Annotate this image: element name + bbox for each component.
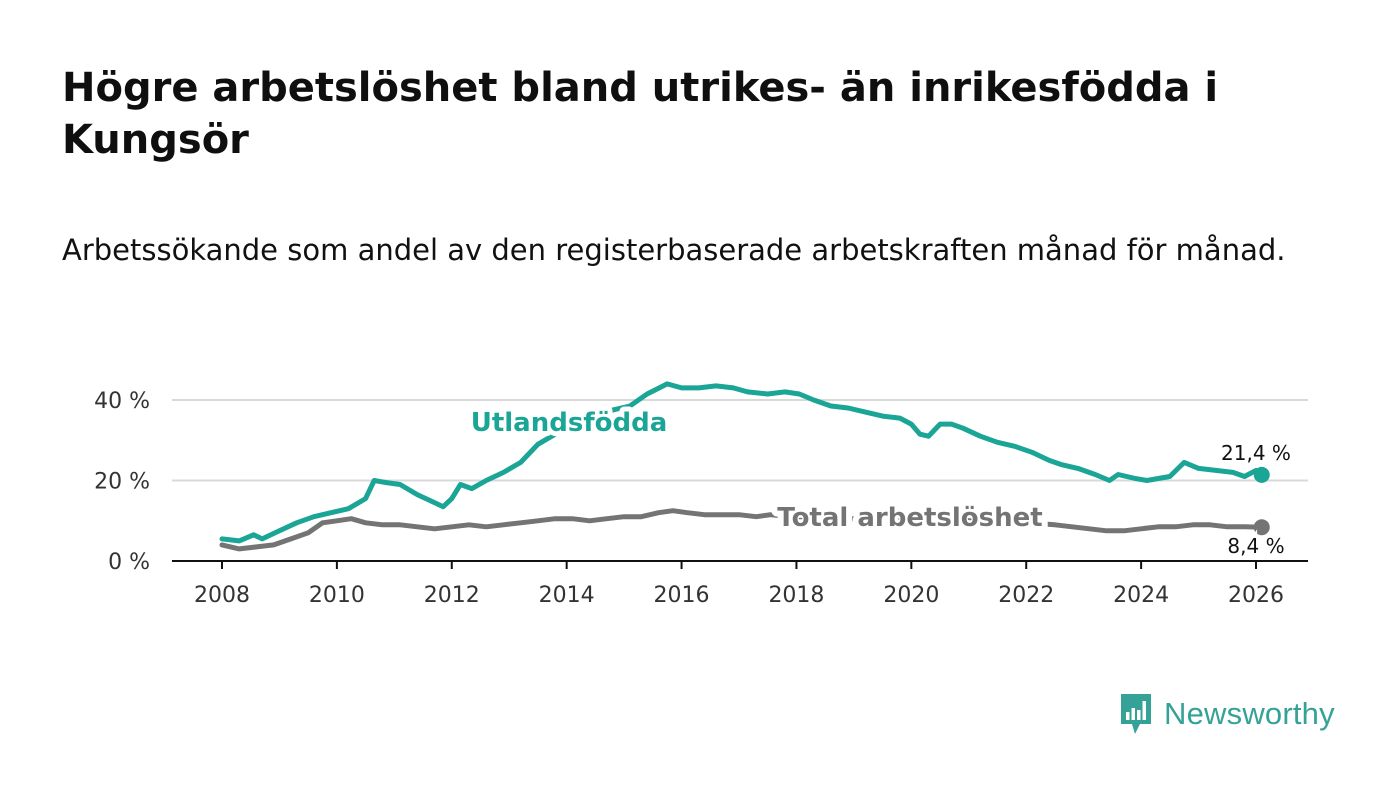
y-tick-label: 40 % [94, 389, 150, 414]
x-tick-label: 2026 [1228, 583, 1284, 608]
end-value-halo: 21,4 % [1221, 441, 1291, 465]
end-value-total: 8,4 % [1227, 534, 1284, 558]
x-tick-label: 2024 [1113, 583, 1169, 608]
x-tick-label: 2008 [194, 583, 250, 608]
x-tick-label: 2012 [424, 583, 480, 608]
x-tick-label: 2016 [654, 583, 710, 608]
x-tick-label: 2020 [883, 583, 939, 608]
y-tick-label: 0 % [108, 550, 150, 575]
end-point-utlandsfodda [1253, 466, 1270, 483]
series-label-halo: Total arbetslöshet [777, 503, 1042, 533]
bar-chart-speech-icon [1121, 694, 1151, 734]
x-tick-label: 2022 [998, 583, 1054, 608]
grid-lines [172, 399, 1308, 482]
chart-title: Högre arbetslöshet bland utrikes- än inr… [62, 65, 1219, 163]
end-point-total [1253, 519, 1270, 536]
x-tick-label: 2018 [768, 583, 824, 608]
series-label-total: Total arbetslöshet [777, 503, 1042, 533]
chart-subtitle: Arbetssökande som andel av den registerb… [62, 233, 1286, 267]
newsworthy-logo: Newsworthy [1118, 690, 1335, 738]
series-line-utlandsfodda [219, 381, 1265, 544]
x-tick-label: 2010 [309, 583, 365, 608]
series-label-utlandsfodda: Utlandsfödda [471, 408, 668, 438]
x-tick-label: 2014 [539, 583, 595, 608]
axes: 0 % 20 % 40 % 2008 2010 2012 2014 2016 2018 2020 2… [94, 389, 1308, 608]
end-value-utlandsfodda: 21,4 % [1221, 441, 1291, 465]
y-tick-label: 20 % [94, 470, 150, 495]
series-label-halo: Utlandsfödda [471, 408, 668, 438]
series-lines [219, 381, 1270, 552]
series-line-total [219, 508, 1265, 552]
brand-name: Newsworthy [1164, 696, 1335, 731]
end-value-halo: 8,4 % [1227, 534, 1284, 558]
